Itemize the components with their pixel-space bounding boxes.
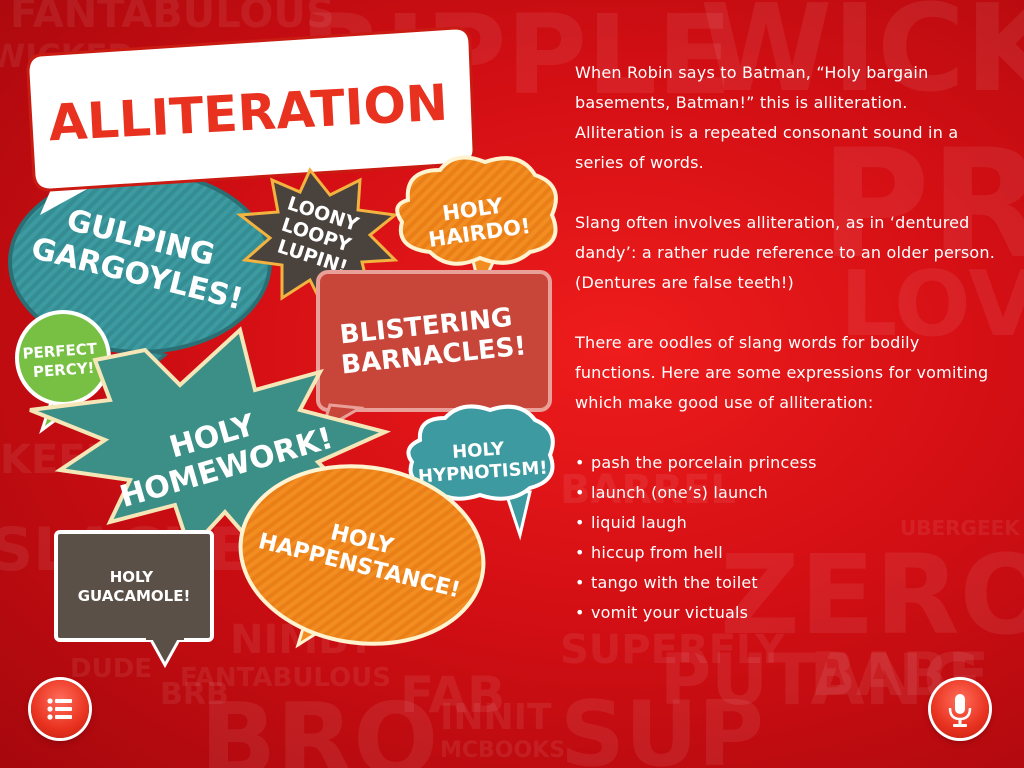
bg-word: PROFF [820,118,1024,292]
bubble-text: HOLY HYPNOTISM! [416,436,548,488]
bg-word: BRO [200,681,439,768]
list-item: tango with the toilet [575,568,995,598]
bubble-gulping-gargoyles: GULPING GARGOYLES! [8,170,272,397]
bg-word: BRB [160,677,229,712]
paragraph: When Robin says to Batman, “Holy bargain… [575,63,959,172]
bubble-holy-hypnotism: HOLY HYPNOTISM! [406,404,555,541]
bg-word: INNIT [440,697,552,738]
bg-word: PUTANG [660,639,981,721]
title-bubble: ALLITERATION [26,26,476,215]
bg-word: MCBOOKS [440,738,566,763]
paragraph: Slang often involves alliteration, as in… [575,213,995,292]
microphone-icon [948,694,972,727]
vomit-expression-list: pash the porcelain princess launch (one’… [575,448,995,628]
list-item: liquid laugh [575,508,995,538]
bg-word: LOVE [840,252,1024,357]
bubble-holy-guacamole: HOLY GUACAMOLE! [54,530,214,669]
list-item: pash the porcelain princess [575,448,995,478]
bubble-blistering-barnacles: BLISTERING BARNACLES! [316,270,552,434]
lesson-text: When Robin says to Batman, “Holy bargain… [575,58,995,628]
bubble-text: HOLY GUACAMOLE! [78,568,191,605]
bubble-text: PERFECT PERCY! [22,339,104,381]
bg-word: SUP [560,682,764,768]
menu-button[interactable] [31,680,89,738]
bg-word: WICK [700,0,1024,119]
list-item: launch (one’s) launch [575,478,995,508]
microphone-button[interactable] [931,680,989,738]
bg-word: FANTABULOUS [10,0,335,37]
bubble-holy-hairdo: HOLY HAIRDO! [395,155,558,295]
list-item: vomit your victuals [575,598,995,628]
bg-word: DUDE [70,654,153,684]
list-menu-icon [47,698,72,720]
bg-word: FAB [400,666,506,724]
list-item: hiccup from hell [575,538,995,568]
bg-word: FANTABULOUS [180,663,392,693]
bubble-holy-happenstance: HOLY HAPPENSTANCE! [238,464,486,649]
bg-word: SUPERFLY [560,627,785,673]
paragraph: There are oodles of slang words for bodi… [575,333,989,412]
